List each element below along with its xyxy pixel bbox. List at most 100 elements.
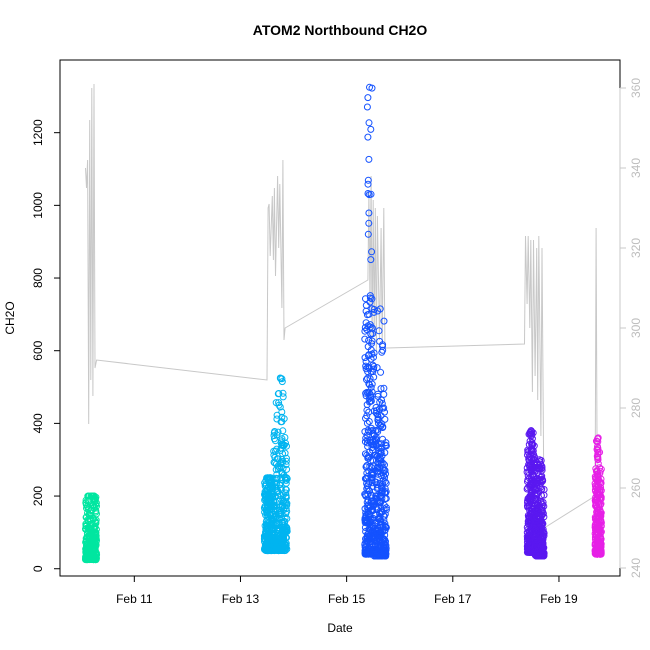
data-point xyxy=(595,548,603,556)
data-points-layer xyxy=(82,83,605,564)
x-axis: Feb 11 Feb 13 Feb 15 Feb 17 Feb 19 xyxy=(116,575,578,606)
data-point xyxy=(539,477,547,484)
y2-tick-label: 280 xyxy=(629,398,643,418)
data-point xyxy=(367,457,375,465)
data-point xyxy=(90,551,98,559)
data-point xyxy=(274,390,282,398)
data-point xyxy=(366,292,374,300)
data-point xyxy=(277,460,285,468)
data-point xyxy=(594,460,602,468)
data-point xyxy=(378,420,386,428)
data-point xyxy=(379,424,387,431)
data-point xyxy=(526,474,533,482)
data-point xyxy=(281,540,289,548)
y2-tick-label: 360 xyxy=(629,78,643,98)
data-point xyxy=(594,438,602,446)
y2-tick-label: 340 xyxy=(629,158,643,178)
y-tick-label: 800 xyxy=(31,268,45,288)
data-point xyxy=(82,525,89,533)
data-point xyxy=(82,522,90,530)
data-point xyxy=(276,374,284,382)
data-point xyxy=(365,310,373,318)
data-point xyxy=(363,419,371,427)
data-point xyxy=(273,415,281,423)
data-point xyxy=(362,492,370,500)
data-point xyxy=(527,432,535,440)
y-axis-label: CH2O xyxy=(3,301,17,334)
data-point xyxy=(365,209,373,217)
data-point xyxy=(279,393,287,401)
data-point xyxy=(368,248,376,256)
data-point xyxy=(373,499,381,507)
x-tick-label: Feb 17 xyxy=(434,592,472,606)
data-point xyxy=(366,397,374,405)
data-point xyxy=(380,501,388,509)
data-point xyxy=(278,469,286,477)
data-point xyxy=(528,448,536,456)
data-point xyxy=(282,485,290,493)
data-point xyxy=(374,415,382,423)
data-point xyxy=(367,383,375,391)
data-point xyxy=(363,103,371,111)
data-point xyxy=(362,301,370,309)
data-point xyxy=(277,546,285,554)
data-point xyxy=(367,368,375,375)
x-tick-label: Feb 15 xyxy=(328,592,366,606)
data-point xyxy=(275,399,283,407)
data-point xyxy=(267,474,275,482)
data-point xyxy=(366,294,374,302)
data-point xyxy=(361,354,369,362)
data-point xyxy=(365,119,373,127)
data-point xyxy=(371,438,379,445)
data-point xyxy=(275,401,283,409)
data-point xyxy=(594,434,602,442)
data-point xyxy=(362,295,369,303)
data-point xyxy=(363,540,371,548)
data-point xyxy=(377,518,385,526)
altitude-line-layer xyxy=(85,83,600,529)
data-point xyxy=(261,491,268,499)
data-point xyxy=(83,541,90,549)
data-point xyxy=(92,525,100,533)
data-point xyxy=(363,412,371,420)
data-point xyxy=(364,490,372,498)
data-point xyxy=(361,335,369,343)
data-point xyxy=(92,541,100,549)
data-point xyxy=(533,514,541,522)
data-point xyxy=(270,546,278,554)
data-point xyxy=(270,432,278,440)
data-point xyxy=(261,538,268,546)
data-point xyxy=(84,505,92,513)
data-point xyxy=(277,444,285,452)
data-point xyxy=(361,428,369,436)
data-point xyxy=(372,503,380,511)
data-point xyxy=(366,487,374,495)
data-point xyxy=(270,435,278,443)
y-tick-label: 600 xyxy=(31,340,45,360)
y-tick-label: 400 xyxy=(31,413,45,433)
data-point xyxy=(282,494,290,502)
data-point xyxy=(381,536,389,544)
data-point xyxy=(281,544,289,552)
data-point xyxy=(361,327,369,335)
data-point xyxy=(372,404,380,411)
data-point xyxy=(362,550,370,558)
data-point xyxy=(85,510,93,518)
data-point xyxy=(366,398,373,406)
data-point xyxy=(594,455,602,463)
data-point xyxy=(90,492,98,500)
x-tick-label: Feb 13 xyxy=(222,592,260,606)
data-point xyxy=(377,489,385,497)
data-point xyxy=(84,509,91,517)
data-point xyxy=(377,461,385,469)
data-point xyxy=(365,191,373,199)
data-point xyxy=(364,176,372,184)
data-point xyxy=(266,496,274,504)
data-point xyxy=(91,522,99,530)
data-point xyxy=(83,502,91,510)
y-tick-label: 0 xyxy=(31,565,45,572)
data-point xyxy=(367,393,374,401)
data-point xyxy=(536,456,544,464)
data-point xyxy=(536,524,544,532)
data-point xyxy=(366,83,373,91)
